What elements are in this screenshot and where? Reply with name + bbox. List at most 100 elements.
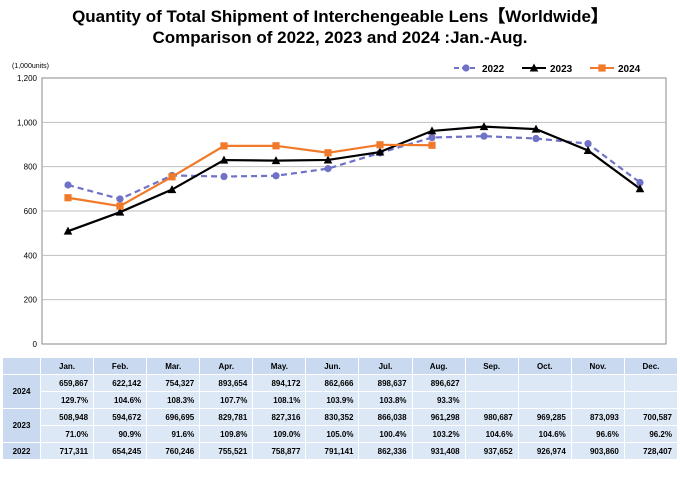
value-cell: 830,352 xyxy=(305,408,360,426)
value-cell: 896,627 xyxy=(411,374,466,392)
value-cell: 829,781 xyxy=(199,408,254,426)
percent-cell: 103.9% xyxy=(305,391,360,409)
y-tick-label: 1,200 xyxy=(17,74,38,83)
point-2023 xyxy=(271,156,281,165)
year-cell: 2022 xyxy=(2,442,41,460)
value-cell: 866,038 xyxy=(358,408,413,426)
month-header: Jun. xyxy=(305,357,360,375)
month-header: May. xyxy=(252,357,307,375)
series-2024 xyxy=(64,141,436,210)
month-header: Feb. xyxy=(93,357,148,375)
point-2024 xyxy=(116,202,124,210)
value-cell xyxy=(464,374,519,392)
month-header: Apr. xyxy=(199,357,254,375)
value-cell: 659,867 xyxy=(39,374,95,392)
line-chart: 0 200 400 600 800 1,000 1,200 (1,000units) 2022… xyxy=(12,63,667,349)
series-2023 xyxy=(63,122,645,235)
legend-label: 2022 xyxy=(482,64,505,75)
percent-cell: 96.2% xyxy=(623,425,679,443)
percent-cell xyxy=(464,391,519,409)
value-cell: 898,637 xyxy=(358,374,413,392)
point-2024 xyxy=(272,142,280,150)
value-cell: 717,311 xyxy=(39,442,95,460)
point-2023 xyxy=(479,122,489,131)
percent-cell: 90.9% xyxy=(93,425,148,443)
point-2023 xyxy=(167,185,177,194)
value-cell: 728,407 xyxy=(623,442,679,460)
legend-item-2022: 2022 xyxy=(454,64,505,75)
y-tick-label: 0 xyxy=(33,340,38,349)
y-tick-label: 800 xyxy=(24,163,38,172)
percent-cell xyxy=(517,391,572,409)
series-line-2024 xyxy=(67,143,433,208)
point-2024 xyxy=(64,194,72,202)
year-cell: 2023 xyxy=(2,408,41,443)
percent-cell: 104.6% xyxy=(464,425,519,443)
point-2022 xyxy=(636,178,644,187)
point-2022 xyxy=(116,195,124,203)
percent-cell: 107.7% xyxy=(199,391,254,409)
chart-title-line-1: Quantity of Total Shipment of Intercheng… xyxy=(72,7,608,26)
point-2024 xyxy=(428,141,436,149)
value-cell: 508,948 xyxy=(39,408,95,426)
value-cell: 937,652 xyxy=(464,442,519,460)
value-cell: 700,587 xyxy=(623,408,679,426)
legend-item-2023: 2023 xyxy=(522,63,573,75)
value-cell: 931,408 xyxy=(411,442,466,460)
legend-label: 2024 xyxy=(618,64,641,75)
value-cell: 791,141 xyxy=(305,442,360,460)
value-cell: 760,246 xyxy=(146,442,201,460)
point-2022 xyxy=(324,165,332,173)
percent-cell: 96.6% xyxy=(570,425,625,443)
y-axis-label: (1,000units) xyxy=(12,63,49,70)
value-cell: 961,298 xyxy=(411,408,466,426)
value-cell: 862,336 xyxy=(358,442,413,460)
table-corner-cell xyxy=(2,357,41,375)
value-cell: 903,860 xyxy=(570,442,625,460)
percent-cell: 104.6% xyxy=(517,425,572,443)
value-cell: 758,877 xyxy=(252,442,307,460)
point-2022 xyxy=(584,140,592,148)
month-header: Sep. xyxy=(464,357,519,375)
point-2023 xyxy=(427,126,437,135)
table-row-pct: 71.0% 90.9% 91.6% 109.8% 109.0% 105.0% 100.4% 1… xyxy=(3,425,679,443)
data-table: Jan. Feb. Mar. Apr. May. Jun. Jul. Aug. Sep. Oct.… xyxy=(2,357,679,460)
value-cell: 622,142 xyxy=(93,374,148,392)
percent-cell: 108.1% xyxy=(252,391,307,409)
percent-cell: 105.0% xyxy=(305,425,360,443)
value-cell: 654,245 xyxy=(93,442,148,460)
point-2022 xyxy=(64,181,72,189)
point-2022 xyxy=(220,172,228,181)
point-2022 xyxy=(480,132,488,140)
point-2023 xyxy=(115,207,125,216)
table-row: 2023 508,948 594,672 696,695 829,781 827,316 8… xyxy=(2,408,679,443)
percent-cell xyxy=(623,391,679,409)
point-2023 xyxy=(375,147,385,156)
value-cell: 696,695 xyxy=(146,408,201,426)
value-cell: 862,666 xyxy=(305,374,360,392)
series-2022 xyxy=(64,132,644,203)
point-2022 xyxy=(272,172,280,180)
percent-cell: 91.6% xyxy=(146,425,201,443)
percent-cell: 129.7% xyxy=(39,391,95,409)
value-cell xyxy=(570,374,625,392)
percent-cell xyxy=(570,391,625,409)
point-2024 xyxy=(168,173,176,181)
point-2023 xyxy=(583,145,593,154)
month-header: Jul. xyxy=(358,357,413,375)
percent-cell: 104.6% xyxy=(93,391,148,409)
month-header: Mar. xyxy=(146,357,201,375)
legend-label: 2023 xyxy=(550,64,573,75)
percent-cell: 103.2% xyxy=(411,425,466,443)
value-cell: 894,172 xyxy=(252,374,307,392)
percent-cell: 108.3% xyxy=(146,391,201,409)
year-cell: 2024 xyxy=(2,374,41,409)
point-2022 xyxy=(428,133,436,142)
table-header-row: Jan. Feb. Mar. Apr. May. Jun. Jul. Aug. Sep. Oct.… xyxy=(2,357,679,375)
percent-cell: 71.0% xyxy=(39,425,95,443)
y-tick-label: 200 xyxy=(24,296,38,305)
point-2023 xyxy=(323,155,333,164)
month-header: Oct. xyxy=(517,357,572,375)
month-header: Dec. xyxy=(623,357,679,375)
value-cell: 827,316 xyxy=(252,408,307,426)
